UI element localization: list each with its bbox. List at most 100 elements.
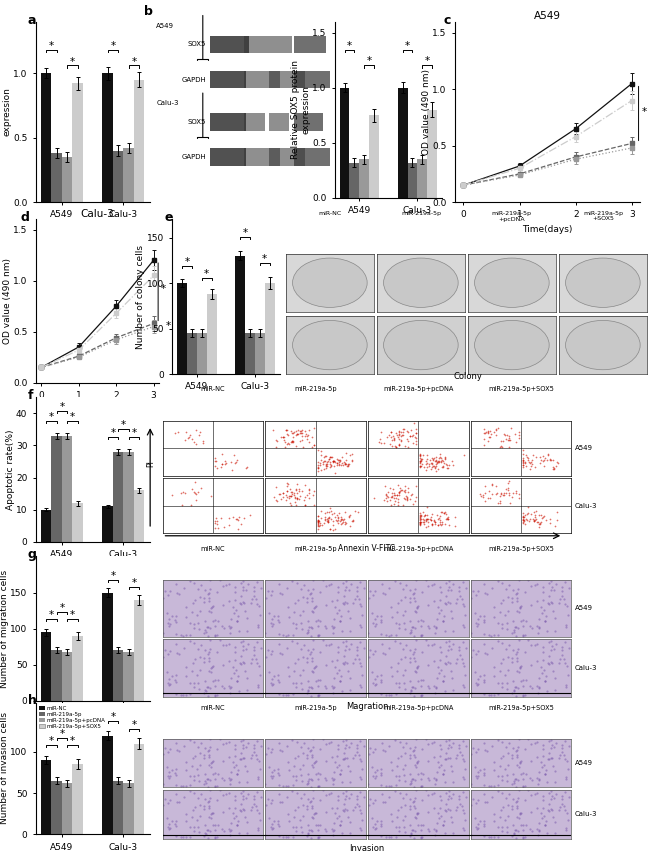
Point — [478, 668, 489, 682]
Point — [314, 514, 324, 528]
Point — [471, 745, 481, 759]
Point — [235, 596, 245, 610]
Text: *: * — [642, 107, 647, 117]
Point — [297, 604, 307, 617]
Point — [460, 668, 471, 682]
Point — [264, 811, 274, 825]
Point — [164, 793, 175, 807]
Point — [370, 770, 381, 783]
Point — [508, 818, 518, 832]
Point — [289, 486, 299, 500]
Point — [410, 605, 420, 618]
Point — [232, 614, 242, 628]
Point — [164, 679, 174, 692]
Text: *: * — [121, 420, 126, 430]
Point — [241, 461, 252, 475]
Point — [513, 791, 523, 805]
Point — [326, 735, 337, 749]
Point — [193, 582, 203, 596]
Point — [548, 460, 558, 474]
Point — [172, 646, 183, 660]
Point — [495, 439, 506, 453]
Point — [242, 671, 252, 685]
Point — [188, 617, 199, 630]
Point — [294, 762, 305, 776]
Point — [508, 767, 518, 781]
Point — [532, 679, 542, 692]
Point — [409, 743, 419, 757]
Point — [302, 592, 312, 605]
Point — [291, 483, 301, 497]
Point — [382, 430, 392, 444]
Point — [471, 820, 482, 833]
Point — [205, 642, 215, 656]
Point — [236, 589, 246, 603]
Point — [352, 746, 362, 759]
Point — [465, 777, 476, 790]
Point — [443, 583, 453, 597]
Point — [226, 680, 236, 694]
Point — [249, 589, 259, 603]
Point — [205, 633, 216, 647]
Point — [393, 494, 404, 508]
Point — [217, 822, 228, 836]
Point — [307, 664, 317, 678]
Point — [400, 492, 410, 506]
Point — [447, 765, 458, 778]
Point — [443, 461, 453, 475]
Point — [438, 458, 448, 472]
Point — [384, 688, 394, 702]
Point — [541, 609, 551, 623]
Point — [401, 736, 411, 750]
Point — [536, 600, 546, 614]
Point — [551, 787, 562, 801]
Point — [282, 423, 293, 437]
Point — [550, 775, 560, 789]
Point — [534, 517, 545, 531]
Point — [193, 616, 203, 630]
Point — [296, 740, 306, 754]
Point — [313, 522, 323, 536]
Point — [500, 813, 510, 826]
Point — [161, 811, 172, 825]
Point — [561, 621, 571, 635]
Point — [441, 636, 451, 649]
Point — [410, 750, 420, 764]
Point — [413, 767, 423, 781]
Point — [524, 514, 534, 528]
Point — [342, 752, 352, 765]
Point — [303, 428, 313, 442]
Point — [472, 618, 482, 632]
Point — [352, 584, 362, 598]
Point — [324, 506, 334, 519]
Point — [391, 440, 401, 454]
Point — [358, 608, 368, 622]
Point — [329, 765, 339, 779]
Point — [415, 780, 426, 794]
Point — [303, 775, 313, 789]
Point — [183, 431, 193, 445]
Point — [418, 767, 428, 781]
Point — [526, 579, 536, 593]
Point — [274, 787, 284, 801]
Point — [335, 614, 345, 628]
Point — [415, 511, 426, 525]
Point — [313, 771, 323, 785]
Text: f: f — [28, 389, 34, 402]
Point — [325, 451, 335, 464]
Point — [291, 752, 301, 765]
Point — [329, 672, 339, 685]
Point — [311, 660, 321, 673]
Point — [475, 488, 486, 501]
Point — [434, 811, 445, 825]
Point — [238, 784, 248, 798]
Point — [255, 762, 265, 776]
Point — [344, 775, 355, 789]
Point — [303, 776, 313, 789]
Point — [456, 652, 467, 666]
Point — [164, 612, 175, 626]
Point — [534, 823, 544, 837]
Point — [328, 455, 338, 469]
Point — [454, 741, 465, 755]
Point — [437, 674, 448, 688]
